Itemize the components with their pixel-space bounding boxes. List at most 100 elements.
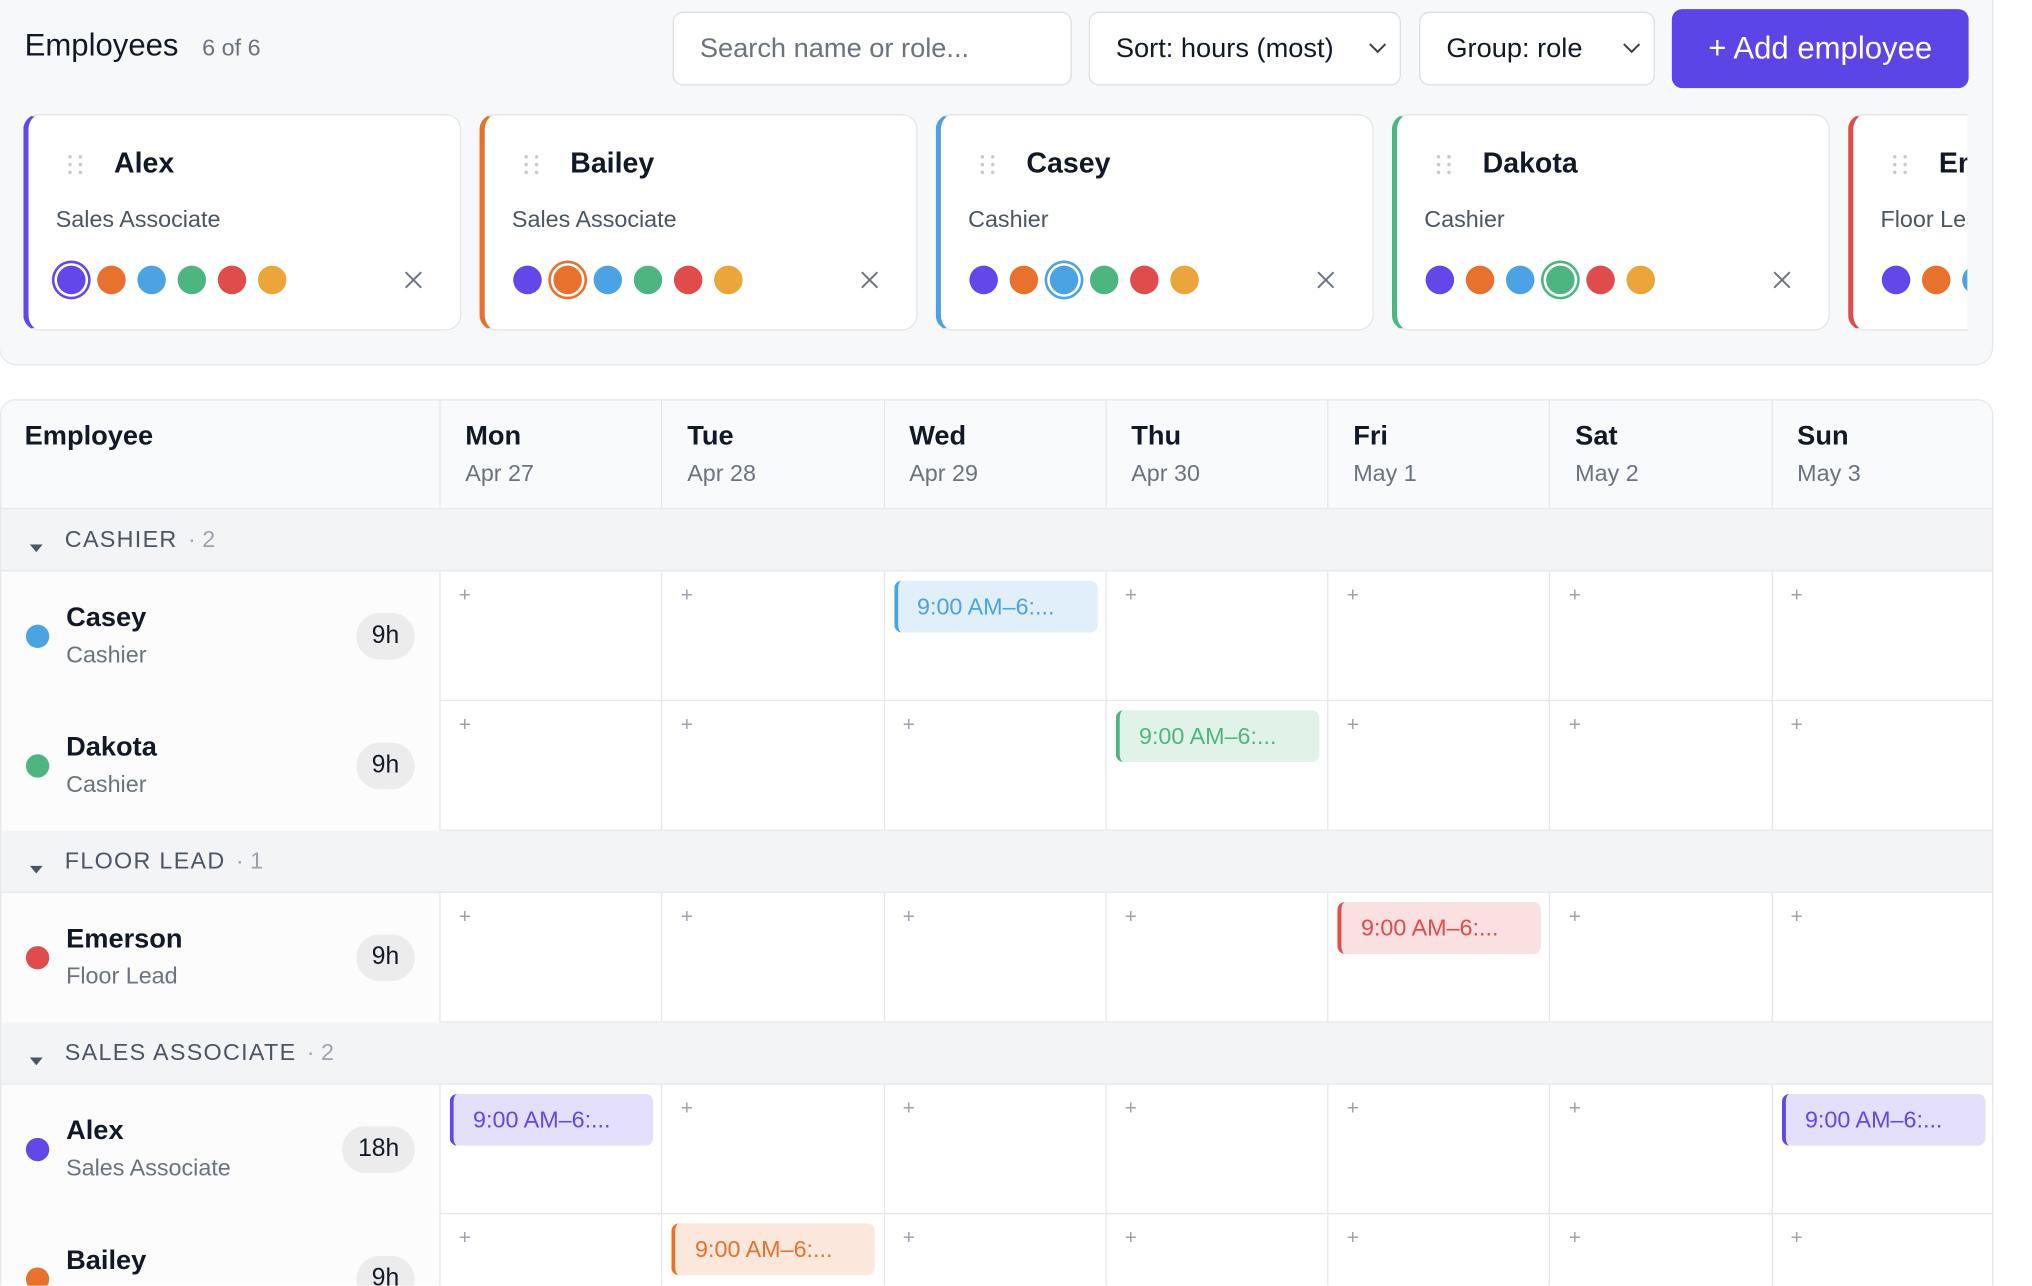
employee-dot <box>25 624 50 648</box>
remove-button[interactable] <box>1773 271 1791 296</box>
color-swatch[interactable] <box>177 265 207 295</box>
search-input[interactable]: Search name or role... <box>672 11 1072 86</box>
day-cell[interactable] <box>661 892 883 1023</box>
day-cell[interactable] <box>1549 892 1771 1023</box>
color-swatch[interactable] <box>714 265 743 295</box>
drag-handle-svg <box>524 155 539 175</box>
color-swatch[interactable] <box>1921 265 1951 295</box>
day-cell[interactable] <box>1771 571 1992 702</box>
color-swatch[interactable] <box>1465 265 1495 295</box>
color-swatch[interactable] <box>1049 265 1079 295</box>
day-cell[interactable] <box>661 701 883 831</box>
group-select[interactable]: Group: role <box>1419 11 1655 86</box>
day-cell[interactable]: 9:00 AM–6:... <box>1771 1084 1992 1215</box>
employee-card[interactable]: Alex Sales Associate <box>23 114 462 331</box>
hours-pill: 9h <box>356 1255 415 1286</box>
color-swatch[interactable] <box>1962 265 1968 295</box>
remove-button[interactable] <box>1317 271 1335 296</box>
day-cell[interactable] <box>661 571 883 702</box>
shift-chip[interactable]: 9:00 AM–6:... <box>449 1093 654 1146</box>
day-cell[interactable] <box>883 1214 1105 1286</box>
day-cell[interactable]: 9:00 AM–6:... <box>1327 892 1549 1023</box>
day-cell[interactable] <box>1549 1214 1771 1286</box>
color-swatch[interactable] <box>57 265 86 295</box>
remove-button-svg <box>1317 271 1335 289</box>
add-employee-button[interactable]: + Add employee <box>1671 9 1969 89</box>
day-cell[interactable] <box>1327 571 1549 702</box>
color-swatch[interactable] <box>1626 265 1655 295</box>
day-cell[interactable]: 9:00 AM–6:... <box>661 1214 883 1286</box>
day-cell[interactable] <box>439 1214 661 1286</box>
employee-card[interactable]: Dakota Cashier <box>1391 114 1830 331</box>
employee-card[interactable]: Bailey Sales Associate <box>479 114 918 331</box>
day-cell[interactable] <box>1771 892 1992 1023</box>
day-cell[interactable] <box>439 892 661 1023</box>
day-cell[interactable] <box>1549 571 1771 702</box>
day-cell[interactable] <box>883 1084 1105 1215</box>
color-swatch[interactable] <box>1546 265 1575 295</box>
employee-name: Dakota <box>66 732 157 763</box>
employee-card[interactable]: Casey Cashier <box>935 114 1374 331</box>
color-swatch[interactable] <box>633 265 663 295</box>
color-swatch[interactable] <box>1130 265 1159 295</box>
shift-chip[interactable]: 9:00 AM–6:... <box>671 1223 876 1276</box>
remove-button[interactable] <box>861 271 879 296</box>
day-cell[interactable] <box>439 701 661 831</box>
color-swatch[interactable] <box>1170 265 1199 295</box>
color-swatch[interactable] <box>97 265 126 295</box>
card-name: Alex <box>114 146 175 179</box>
day-cell[interactable] <box>1771 701 1992 831</box>
day-cell[interactable] <box>1105 571 1327 702</box>
day-cell[interactable] <box>1105 892 1327 1023</box>
color-swatch[interactable] <box>1881 265 1911 295</box>
shift-chip[interactable]: 9:00 AM–6:... <box>1781 1093 1986 1146</box>
day-cell[interactable] <box>439 571 661 702</box>
color-swatch[interactable] <box>137 265 166 295</box>
color-swatch[interactable] <box>553 265 582 295</box>
day-cell[interactable] <box>661 1084 883 1215</box>
day-cell[interactable] <box>883 892 1105 1023</box>
drag-handle <box>1892 154 1908 181</box>
remove-button[interactable] <box>404 271 422 296</box>
day-cell[interactable] <box>1327 1084 1549 1215</box>
group-name: FLOOR LEAD <box>64 847 226 874</box>
color-swatch[interactable] <box>593 265 623 295</box>
day-cell[interactable] <box>1105 1084 1327 1215</box>
color-swatch[interactable] <box>1505 265 1535 295</box>
color-swatch[interactable] <box>1089 265 1119 295</box>
color-swatch[interactable] <box>1586 265 1615 295</box>
group-label: CASHIER · 2 <box>65 526 215 553</box>
color-swatch[interactable] <box>513 265 542 295</box>
drag-handle <box>980 154 996 181</box>
day-name: Sun <box>1797 421 1849 452</box>
shift-chip[interactable]: 9:00 AM–6:... <box>1337 902 1542 954</box>
card-role: Sales Associate <box>55 206 221 232</box>
shift-chip[interactable]: 9:00 AM–6:... <box>1115 710 1320 763</box>
group-row[interactable]: SALES ASSOCIATE · 2 <box>1 1022 1992 1085</box>
color-swatch[interactable] <box>1425 265 1455 295</box>
shift-chip[interactable]: 9:00 AM–6:... <box>893 580 1098 633</box>
color-swatch[interactable] <box>217 265 247 295</box>
day-cell[interactable] <box>1549 1084 1771 1215</box>
color-swatch[interactable] <box>1009 265 1039 295</box>
day-cell[interactable] <box>883 701 1105 831</box>
employee-row: Dakota Cashier 9h 9:00 AM–6:... <box>1 701 1992 831</box>
group-row[interactable]: CASHIER · 2 <box>1 509 1992 572</box>
day-cell[interactable]: 9:00 AM–6:... <box>883 571 1105 702</box>
day-cell[interactable] <box>1549 701 1771 831</box>
table-header: Employee Mon Apr 27 Tue Apr 28 Wed Apr 29 Thu Ap… <box>1 400 1992 510</box>
day-cell[interactable] <box>1327 1214 1549 1286</box>
day-cell[interactable]: 9:00 AM–6:... <box>1105 701 1327 831</box>
group-row[interactable]: FLOOR LEAD · 1 <box>1 830 1992 893</box>
color-swatch[interactable] <box>969 265 998 295</box>
day-cell[interactable] <box>1327 701 1549 831</box>
day-date: May 2 <box>1575 460 1639 486</box>
employee-card[interactable]: Emerson Floor Lead <box>1848 114 1968 331</box>
day-cell[interactable] <box>1771 1214 1992 1286</box>
day-cell[interactable]: 9:00 AM–6:... <box>439 1084 661 1215</box>
day-cell[interactable] <box>1105 1214 1327 1286</box>
card-role: Cashier <box>1424 206 1505 232</box>
sort-select[interactable]: Sort: hours (most) <box>1088 11 1401 86</box>
color-swatch[interactable] <box>257 265 287 295</box>
color-swatch[interactable] <box>673 265 703 295</box>
